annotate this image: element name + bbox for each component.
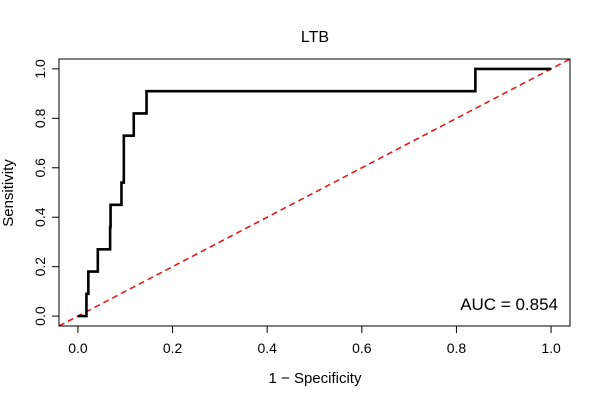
plot-layer [59,59,570,326]
series-group [59,59,570,326]
x-axis: 0.0 0.2 0.4 0.6 0.8 1.0 [68,325,561,356]
x-tick-label: 0.2 [163,340,183,356]
reference-diagonal-line [59,59,570,326]
x-axis-label: 1 − Specificity [269,370,362,387]
y-tick-label: 0.2 [32,257,48,277]
x-tick-label: 0.0 [68,340,88,356]
y-tick-label: 1.0 [32,59,48,79]
x-tick-label: 0.6 [352,340,372,356]
y-tick-label: 0.4 [32,207,48,227]
auc-annotation: AUC = 0.854 [460,295,558,314]
roc-curve-line [77,67,552,318]
y-tick-label: 0.6 [32,158,48,178]
y-tick-label: 0.8 [32,108,48,128]
y-tick-label: 0.0 [32,306,48,326]
y-axis: 0.0 0.2 0.4 0.6 0.8 1.0 [32,59,60,326]
chart-title: LTB [301,29,329,46]
y-axis-label: Sensitivity [0,159,17,227]
x-tick-label: 0.8 [447,340,467,356]
x-tick-label: 0.4 [257,340,277,356]
x-tick-label: 1.0 [541,340,561,356]
